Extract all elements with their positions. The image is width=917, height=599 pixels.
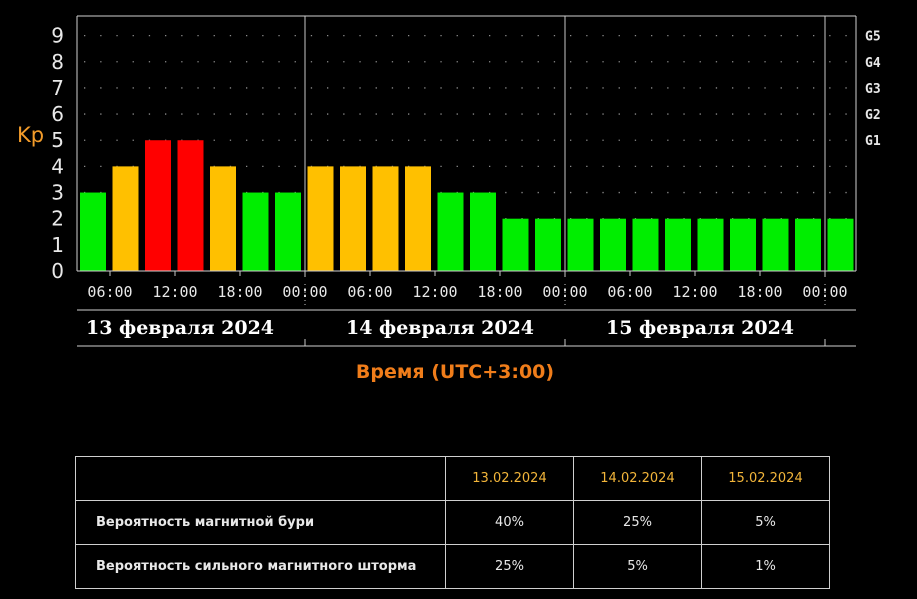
storm-level-label: G1	[865, 134, 881, 149]
kp-bar	[535, 218, 561, 271]
x-tick-label: 12:00	[152, 283, 197, 301]
x-axis: 06:00 12:00 18:00 00:00 06:00 12:00 18:00 00:00…	[87, 283, 847, 301]
x-tick-label: 00:00	[542, 283, 587, 301]
cell-value: 5%	[573, 544, 702, 589]
y-tick-label: 5	[51, 128, 64, 152]
kp-bar	[80, 192, 106, 271]
cell-value: 5%	[701, 500, 830, 545]
x-tick-label: 18:00	[737, 283, 782, 301]
kp-bar	[145, 140, 171, 271]
storm-level-label: G3	[865, 82, 881, 97]
y-tick-label: 7	[51, 76, 64, 100]
header-date-1: 13.02.2024	[445, 456, 574, 501]
kp-bar	[697, 218, 724, 271]
header-date-3: 15.02.2024	[701, 456, 830, 501]
x-tick-label: 12:00	[672, 283, 717, 301]
probability-table: 13.02.2024 14.02.2024 15.02.2024 Вероятн…	[75, 456, 830, 589]
x-axis-title: Время (UTC+3:00)	[356, 361, 554, 383]
y-tick-label: 9	[51, 24, 64, 48]
kp-bar	[275, 192, 301, 271]
day-label: 14 февраля 2024	[346, 317, 534, 339]
cell-value: 25%	[445, 544, 574, 589]
storm-level-axis: G1 G2 G3 G4 G5	[865, 30, 881, 150]
kp-bar	[502, 218, 529, 271]
cell-value: 1%	[701, 544, 830, 589]
storm-level-label: G4	[865, 56, 881, 71]
kp-bar	[405, 166, 431, 271]
x-tick-label: 18:00	[477, 283, 522, 301]
x-tick-label: 06:00	[87, 283, 132, 301]
table-row: Вероятность магнитной бури 40% 25% 5%	[75, 500, 830, 545]
kp-bar	[827, 218, 854, 271]
table-row: Вероятность сильного магнитного шторма 2…	[75, 544, 830, 589]
x-tick-label: 00:00	[802, 283, 847, 301]
y-tick-label: 2	[51, 207, 64, 231]
bars	[80, 140, 854, 271]
y-tick-label: 3	[51, 181, 64, 205]
cell-value: 40%	[445, 500, 574, 545]
storm-level-label: G5	[865, 30, 881, 45]
kp-bar	[437, 192, 464, 271]
day-label: 15 февраля 2024	[606, 317, 794, 339]
kp-bar	[600, 218, 626, 271]
y-axis-title: Kp	[17, 123, 44, 147]
kp-bar	[795, 218, 821, 271]
kp-bar	[210, 166, 236, 271]
storm-level-label: G2	[865, 108, 881, 123]
row-label-severe-storm: Вероятность сильного магнитного шторма	[75, 544, 446, 589]
table-header-row: 13.02.2024 14.02.2024 15.02.2024	[75, 456, 830, 501]
cell-value: 25%	[573, 500, 702, 545]
plot-frame	[76, 15, 857, 347]
y-tick-label: 0	[51, 259, 64, 283]
y-tick-label: 1	[51, 233, 64, 257]
y-tick-label: 4	[51, 154, 64, 178]
day-label: 13 февраля 2024	[86, 317, 274, 339]
kp-bar	[112, 166, 139, 271]
kp-bar	[632, 218, 659, 271]
kp-bar	[730, 218, 756, 271]
y-tick-label: 6	[51, 102, 64, 126]
row-label-storm: Вероятность магнитной бури	[75, 500, 446, 545]
kp-bar	[307, 166, 334, 271]
x-tick-label: 18:00	[217, 283, 262, 301]
kp-bar	[665, 218, 691, 271]
kp-bar	[340, 166, 366, 271]
kp-bar	[177, 140, 204, 271]
y-tick-label: 8	[51, 50, 64, 74]
kp-bar	[372, 166, 399, 271]
header-cell-empty	[75, 456, 446, 501]
x-tick-label: 06:00	[607, 283, 652, 301]
x-tick-label: 00:00	[282, 283, 327, 301]
kp-bar	[567, 218, 594, 271]
kp-bar	[470, 192, 496, 271]
x-tick-label: 06:00	[347, 283, 392, 301]
header-date-2: 14.02.2024	[573, 456, 702, 501]
x-tick-label: 12:00	[412, 283, 457, 301]
day-labels: 13 февраля 2024 14 февраля 2024 15 февраля…	[86, 317, 794, 339]
kp-bar	[242, 192, 269, 271]
kp-bar	[762, 218, 789, 271]
